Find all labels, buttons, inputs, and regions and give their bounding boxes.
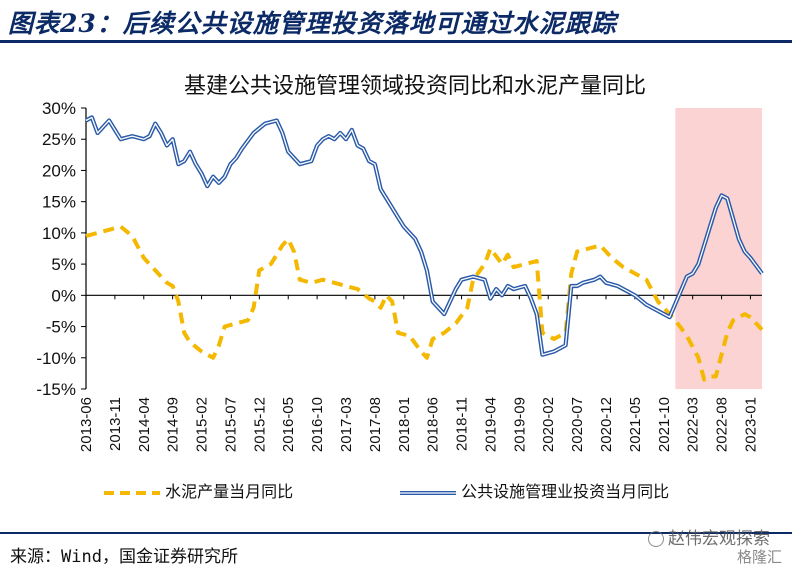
x-tick-label: 2019-09	[511, 397, 528, 452]
x-tick-label: 2014-09	[165, 397, 182, 452]
y-tick-label: -5%	[46, 318, 76, 337]
source-note: 来源：Wind，国金证券研究所	[10, 547, 238, 567]
title-rule	[0, 40, 792, 43]
x-axis: 2013-06 2013-11 2014-04 2014-09 2015-02 2015-…	[78, 294, 762, 452]
x-tick-label: 2020-07	[569, 397, 586, 452]
y-tick-label: 20%	[42, 161, 76, 180]
y-axis: 30% 25% 20% 15% 10% 5% 0% -5% -10% -15%	[36, 99, 87, 399]
x-tick-label: 2015-02	[194, 397, 211, 452]
y-tick-label: 10%	[42, 224, 76, 243]
legend-infra-swatch	[400, 490, 456, 495]
series-infra-line	[85, 115, 764, 357]
y-tick-label: 5%	[51, 255, 76, 274]
y-tick-label: 30%	[42, 99, 76, 118]
x-tick-label: 2022-03	[685, 397, 702, 452]
x-tick-label: 2023-01	[742, 397, 759, 452]
series-lines	[85, 115, 764, 382]
x-tick-label: 2016-05	[280, 397, 297, 452]
series-cement-line	[85, 224, 764, 382]
x-tick-label: 2015-12	[251, 397, 268, 452]
y-tick-label: 0%	[51, 286, 76, 305]
x-tick-label: 2016-10	[309, 397, 326, 452]
y-tick-label: 25%	[42, 130, 76, 149]
legend-cement-swatch	[104, 490, 160, 495]
x-tick-label: 2022-08	[714, 397, 731, 452]
bottom-rule	[0, 532, 792, 534]
y-tick-label: 15%	[42, 193, 76, 212]
x-tick-label: 2018-06	[425, 397, 442, 452]
legend-cement-label: 水泥产量当月同比	[165, 482, 294, 501]
x-tick-label: 2014-04	[136, 397, 153, 452]
x-tick-label: 2018-11	[454, 397, 471, 451]
y-tick-label: -15%	[36, 380, 76, 399]
x-tick-label: 2013-11	[107, 397, 124, 451]
wechat-icon	[648, 531, 664, 547]
x-tick-label: 2020-12	[598, 397, 615, 452]
watermark: 赵伟宏观探索	[648, 524, 770, 549]
y-tick-label: -10%	[36, 349, 76, 368]
x-tick-label: 2018-01	[396, 397, 413, 452]
figure-title: 图表23：后续公共设施管理投资落地可通过水泥跟踪	[8, 9, 617, 38]
x-tick-label: 2017-03	[338, 397, 355, 452]
x-tick-label: 2021-05	[627, 397, 644, 452]
series-infra-line-inner	[85, 116, 763, 356]
chart-title: 基建公共设施管理领域投资同比和水泥产量同比	[184, 74, 646, 99]
legend-infra: 公共设施管理业投资当月同比	[400, 478, 669, 502]
watermark-secondary: 格隆汇	[736, 548, 782, 566]
watermark-text: 赵伟宏观探索	[668, 529, 770, 549]
x-tick-label: 2020-02	[540, 397, 557, 452]
highlight-region	[675, 108, 762, 389]
legend-cement: 水泥产量当月同比	[104, 478, 293, 502]
line-chart: 基建公共设施管理领域投资同比和水泥产量同比 30% 25% 20% 15% 10% 5% 0…	[36, 74, 764, 452]
x-tick-label: 2017-08	[367, 397, 384, 452]
legend-infra-label: 公共设施管理业投资当月同比	[461, 482, 670, 501]
x-tick-label: 2021-10	[656, 397, 673, 452]
x-tick-label: 2015-07	[222, 397, 239, 452]
x-tick-label: 2013-06	[78, 397, 95, 452]
x-tick-label: 2019-04	[482, 397, 499, 452]
